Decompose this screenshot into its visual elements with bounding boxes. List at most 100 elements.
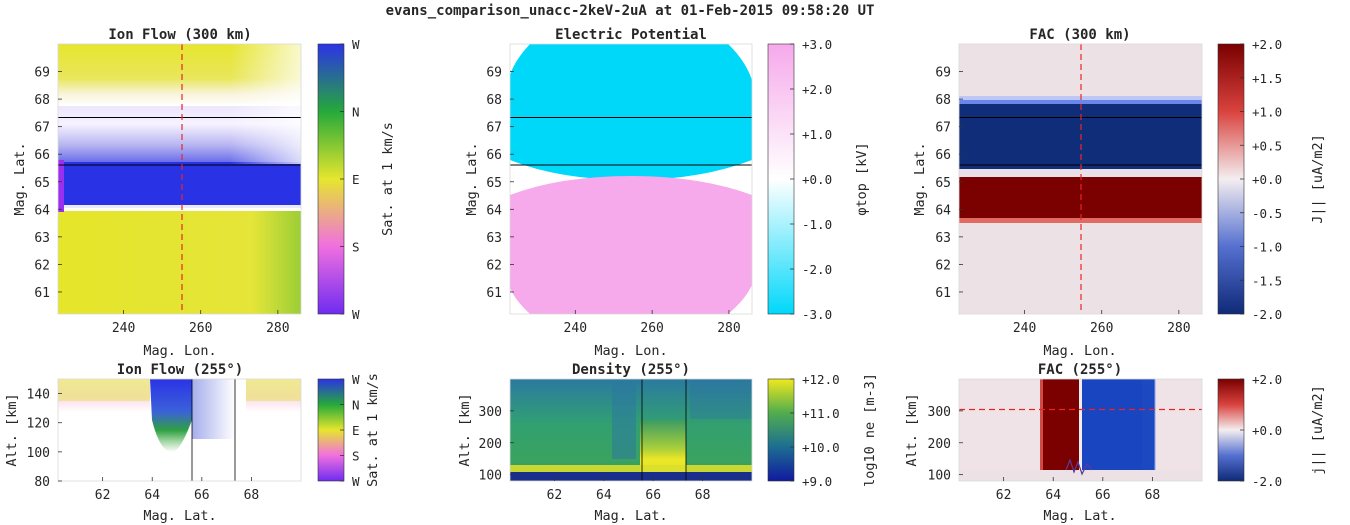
ion_flow_255-colorbar-tick-label: S: [352, 449, 360, 464]
figure-title: evans_comparison_unacc-2keV-2uA at 01-Fe…: [386, 3, 875, 19]
electric_potential-ytick-label: 62: [486, 258, 502, 273]
potential-colorbar-label: φtop [kV]: [854, 142, 870, 215]
fac-255-floor: [959, 470, 1202, 481]
ion_flow_300-ytick-label: 61: [34, 286, 50, 301]
electric_potential-ytick-label: 69: [486, 66, 502, 81]
ion_flow_255-xtick-label: 68: [244, 488, 260, 503]
ion_flow_255-ytick-label: 120: [27, 417, 50, 432]
fac_300-xtick-label: 260: [1090, 321, 1113, 336]
fac-300-axes-frame: [958, 43, 1203, 315]
ion-flow-300-title: Ion Flow (300 km): [108, 27, 251, 43]
ion_flow_300-colorbar-tick-label: W: [352, 307, 360, 322]
fac_255-colorbar-tick-label: -2.0: [1252, 474, 1282, 489]
ion-flow-255-westward-column: [150, 379, 192, 452]
fac_300-colorbar-tick-label: -0.5: [1252, 206, 1282, 221]
electric_potential-colorbar-tick-label: -1.0: [802, 217, 832, 232]
potential-axes-frame: [509, 43, 753, 315]
ion_flow_300-ytick-label: 67: [34, 121, 50, 136]
electric_potential-ytick-label: 67: [486, 121, 502, 136]
fac_300-colorbar-tick-label: -2.0: [1252, 307, 1282, 322]
fac_300-colorbar-tick-label: +0.0: [1252, 172, 1282, 187]
ion_flow_300-xtick-label: 240: [112, 321, 135, 336]
ion-flow-300-band-westward: [58, 162, 301, 208]
electric_potential-colorbar-tick-label: -2.0: [802, 262, 832, 277]
fac_300-ytick-label: 62: [935, 258, 951, 273]
fac_255-xtick-label: 68: [1145, 488, 1161, 503]
fac_300-colorbar-tick-label: -1.0: [1252, 240, 1282, 255]
fac_255-colorbar-tick-label: +0.0: [1252, 423, 1282, 438]
ion-flow-255-band-north-top: [246, 379, 301, 401]
fac_300-colorbar-tick-label: +0.5: [1252, 138, 1282, 153]
density_255-xtick-label: 66: [645, 488, 661, 503]
electric_potential-xtick-label: 280: [717, 321, 740, 336]
ion_flow_300-colorbar-tick-label: W: [352, 37, 360, 52]
density_255-xtick-label: 62: [547, 488, 563, 503]
ion_flow_300-xtick-label: 260: [189, 321, 212, 336]
ion_flow_300-ytick-label: 64: [34, 203, 50, 218]
ion_flow_300-xtick-label: 280: [266, 321, 289, 336]
electric-potential-panel: 240 260 280 61 62 63 64 65 66 67 68 69 Electric Pot…: [464, 27, 870, 359]
fac_255-colorbar-tick-label: +2.0: [1252, 372, 1282, 387]
fac_255-xtick-label: 62: [996, 488, 1012, 503]
ion_flow_300-ytick-label: 69: [34, 66, 50, 81]
potential-corner-tl: [510, 44, 530, 75]
fac_300-ytick-label: 61: [935, 286, 951, 301]
fac-255-divider: [1079, 379, 1082, 470]
electric_potential-colorbar-tick-label: +3.0: [802, 37, 832, 52]
ion-flow-255-xlabel: Mag. Lat.: [143, 508, 216, 524]
fac_255-ytick-label: 100: [928, 469, 951, 484]
potential-corner-br: [728, 285, 752, 314]
fac_300-colorbar-tick-label: +1.0: [1252, 105, 1282, 120]
fac_255-xtick-label: 64: [1045, 488, 1061, 503]
ion-flow-300-colorbar: [317, 43, 345, 315]
fac-300-title: FAC (300 km): [1029, 27, 1130, 43]
ion-flow-300-panel: 240 260 280 61 62 63 64 65 66 67 68 69 Ion Flow (30…: [12, 27, 396, 359]
fac-255-axes-frame: [958, 378, 1203, 482]
ion_flow_300-colorbar-tick-label: E: [352, 172, 360, 187]
fac_300-ytick-label: 68: [935, 93, 951, 108]
fac_300-colorbar-tick-label: +1.5: [1252, 71, 1282, 86]
ion-flow-255-ylabel: Alt. [km]: [4, 393, 20, 466]
electric_potential-ytick-label: 64: [486, 203, 502, 218]
ion-flow-300-east-fade: [230, 44, 301, 164]
density_255-colorbar-tick-label: +11.0: [802, 406, 840, 421]
ion-flow-255-title: Ion Flow (255°): [117, 362, 243, 378]
fac-300-gap: [959, 169, 1202, 177]
fac_300-ytick-label: 64: [935, 203, 951, 218]
ion-flow-255-axes-frame: [57, 378, 302, 482]
fac_300-ytick-label: 69: [935, 66, 951, 81]
density-upper-layer: [690, 379, 752, 419]
ion_flow_255-colorbar-tick-label: W: [352, 372, 360, 387]
density-ylabel: Alt. [km]: [457, 393, 473, 466]
electric_potential-ytick-label: 65: [486, 176, 502, 191]
ion_flow_255-colorbar-tick-label: E: [352, 423, 360, 438]
density_255-colorbar-tick-label: +12.0: [802, 372, 840, 387]
potential-positive-region: [510, 176, 752, 314]
fac_300-xtick-label: 280: [1167, 321, 1190, 336]
ion-flow-300-axes-frame: [57, 43, 302, 315]
ion_flow_255-xtick-label: 62: [95, 488, 111, 503]
ion_flow_255-colorbar-tick-label: N: [352, 398, 360, 413]
ion_flow_300-colorbar-tick-label: S: [352, 240, 360, 255]
density-xlabel: Mag. Lat.: [594, 508, 667, 524]
electric_potential-ytick-label: 61: [486, 286, 502, 301]
density-bottom-layer: [510, 465, 752, 472]
fac-255-panel: 62 64 66 68 100 200 300 FAC (255°) Mag. Lat. A…: [904, 362, 1326, 524]
density_255-xtick-label: 68: [695, 488, 711, 503]
fac-255-negative-column-1: [1082, 379, 1142, 470]
ion-flow-255-colorbar: [317, 378, 345, 482]
fac-300-negative-edge-2: [959, 100, 1202, 104]
electric_potential-colorbar-tick-label: +0.0: [802, 172, 832, 187]
potential-colorbar: [767, 43, 795, 315]
ion_flow_300-ytick-label: 66: [34, 148, 50, 163]
fac-300-panel: 240 260 280 61 62 63 64 65 66 67 68 69 FAC (300 km)…: [912, 27, 1326, 359]
electric_potential-ytick-label: 68: [486, 93, 502, 108]
fac_255-ytick-label: 300: [928, 405, 951, 420]
electric_potential-ytick-label: 66: [486, 148, 502, 163]
fac_300-colorbar-tick-label: +2.0: [1252, 37, 1282, 52]
ion-flow-255-colorbar-label: Sat. at 1 km/s: [365, 373, 381, 487]
density_255-ytick-label: 200: [479, 437, 502, 452]
fac_300-xtick-label: 240: [1013, 321, 1036, 336]
density_255-xtick-label: 64: [596, 488, 612, 503]
fac-300-ylabel: Mag. Lat.: [912, 142, 928, 215]
